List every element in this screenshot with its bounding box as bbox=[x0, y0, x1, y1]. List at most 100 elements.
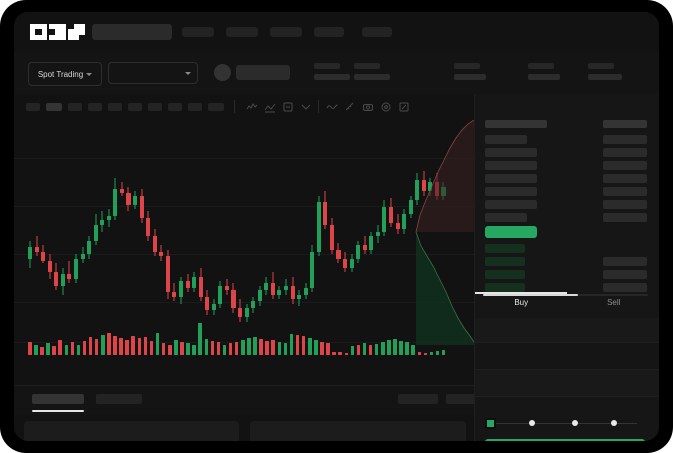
order-book-right-row[interactable] bbox=[603, 283, 647, 292]
ask-row[interactable] bbox=[485, 135, 527, 144]
order-panel: Buy Sell bbox=[474, 94, 659, 441]
candlestick bbox=[47, 120, 52, 353]
ask-row[interactable] bbox=[485, 213, 527, 222]
bid-row[interactable] bbox=[485, 283, 525, 292]
logo-k-glyph bbox=[49, 24, 66, 40]
line-chart-icon[interactable] bbox=[246, 101, 258, 113]
camera-icon[interactable] bbox=[362, 101, 374, 113]
order-book-right-row[interactable] bbox=[603, 200, 647, 209]
volume-bar bbox=[174, 339, 178, 355]
candle-body bbox=[402, 213, 407, 230]
order-book-right-row[interactable] bbox=[603, 161, 647, 170]
ask-row[interactable] bbox=[485, 174, 537, 183]
okx-logo-icon[interactable] bbox=[30, 24, 85, 40]
bottom-tab-order-history[interactable] bbox=[96, 394, 142, 404]
candlestick bbox=[382, 120, 387, 353]
settings-icon[interactable] bbox=[380, 101, 392, 113]
submit-order-button[interactable] bbox=[485, 439, 645, 441]
timeframe-1d[interactable] bbox=[148, 103, 162, 111]
candlestick bbox=[211, 120, 216, 353]
order-book[interactable] bbox=[475, 120, 659, 292]
indicator-icon[interactable] bbox=[282, 101, 294, 113]
compare-icon[interactable] bbox=[300, 101, 312, 113]
candlestick-chart[interactable] bbox=[14, 120, 474, 385]
timeframe-1m[interactable] bbox=[26, 103, 40, 111]
fullscreen-icon[interactable] bbox=[398, 101, 410, 113]
volume-bar bbox=[143, 336, 148, 355]
nav-item-earn[interactable] bbox=[314, 27, 344, 37]
slider-stop-25[interactable] bbox=[529, 420, 535, 426]
candlestick bbox=[428, 120, 433, 353]
best-price-row[interactable] bbox=[485, 226, 537, 238]
bottom-panel-left[interactable] bbox=[24, 421, 239, 441]
nav-item-more[interactable] bbox=[362, 27, 392, 37]
sell-tab[interactable]: Sell bbox=[607, 298, 621, 307]
timeframe-4h[interactable] bbox=[128, 103, 142, 111]
spot-trading-dropdown[interactable]: Spot Trading bbox=[28, 62, 102, 86]
volume-bar bbox=[411, 344, 415, 355]
nav-item-derivatives[interactable] bbox=[270, 27, 302, 37]
stat-label bbox=[588, 63, 614, 69]
order-book-right-row[interactable] bbox=[603, 270, 647, 279]
timeframe-1mo[interactable] bbox=[188, 103, 202, 111]
search-input[interactable] bbox=[92, 24, 172, 40]
wave-icon[interactable] bbox=[326, 101, 338, 113]
volume-bar bbox=[216, 342, 221, 355]
timeframe-1h[interactable] bbox=[108, 103, 122, 111]
trading-pair-select[interactable] bbox=[108, 62, 198, 84]
bid-row[interactable] bbox=[485, 257, 525, 266]
slider-handle[interactable] bbox=[485, 418, 496, 429]
timeframe-30m[interactable] bbox=[88, 103, 102, 111]
candle-body bbox=[231, 290, 236, 308]
order-book-right-row[interactable] bbox=[603, 213, 647, 222]
slider-stop-75[interactable] bbox=[611, 420, 617, 426]
nav-item-markets[interactable] bbox=[182, 27, 214, 37]
volume-bar bbox=[308, 338, 312, 355]
bottom-panels bbox=[14, 415, 474, 441]
top-navigation-bar bbox=[14, 12, 659, 52]
order-book-right-row[interactable] bbox=[603, 257, 647, 266]
candle-body bbox=[87, 240, 92, 254]
ask-row[interactable] bbox=[485, 187, 537, 196]
nav-item-trade[interactable] bbox=[226, 27, 258, 37]
spot-trading-label: Spot Trading bbox=[37, 69, 84, 79]
ask-row[interactable] bbox=[485, 148, 537, 157]
order-book-right-row[interactable] bbox=[603, 174, 647, 183]
bottom-action-cancel-all[interactable] bbox=[446, 394, 484, 404]
amount-field[interactable] bbox=[475, 343, 659, 369]
timeframe-5m[interactable] bbox=[46, 103, 62, 111]
timeframe-15m[interactable] bbox=[68, 103, 82, 111]
order-book-right-row[interactable] bbox=[603, 135, 647, 144]
timeframe-more[interactable] bbox=[208, 103, 224, 111]
ask-row[interactable] bbox=[485, 161, 537, 170]
order-book-scrollbar[interactable] bbox=[483, 294, 578, 296]
bid-row[interactable] bbox=[485, 270, 525, 279]
bottom-tab-open-orders[interactable] bbox=[32, 394, 84, 404]
volume-bar bbox=[435, 350, 440, 355]
total-field[interactable] bbox=[475, 370, 659, 396]
candlestick bbox=[270, 120, 275, 353]
buy-tab[interactable]: Buy bbox=[514, 298, 529, 307]
bottom-action-hide-other-pairs[interactable] bbox=[398, 394, 438, 404]
bid-row[interactable] bbox=[485, 244, 525, 253]
volume-bar bbox=[76, 345, 81, 355]
area-chart-icon[interactable] bbox=[264, 101, 276, 113]
volume-bar bbox=[399, 341, 403, 355]
ruler-icon[interactable] bbox=[344, 101, 356, 113]
order-book-right-row[interactable] bbox=[603, 148, 647, 157]
volume-bar bbox=[28, 341, 32, 355]
order-book-right-row[interactable] bbox=[603, 187, 647, 196]
candle-body bbox=[126, 193, 131, 205]
volume-bar bbox=[168, 344, 172, 355]
percent-slider[interactable] bbox=[485, 418, 643, 430]
ask-row[interactable] bbox=[485, 200, 537, 209]
candle-body bbox=[343, 258, 348, 268]
bottom-panel-right[interactable] bbox=[250, 421, 466, 441]
candle-body bbox=[54, 272, 59, 286]
coin-avatar bbox=[214, 64, 231, 81]
timeframe-1w[interactable] bbox=[168, 103, 182, 111]
price-field[interactable] bbox=[475, 318, 659, 342]
volume-bar bbox=[356, 344, 361, 355]
candlestick bbox=[80, 120, 85, 353]
slider-stop-50[interactable] bbox=[572, 420, 578, 426]
